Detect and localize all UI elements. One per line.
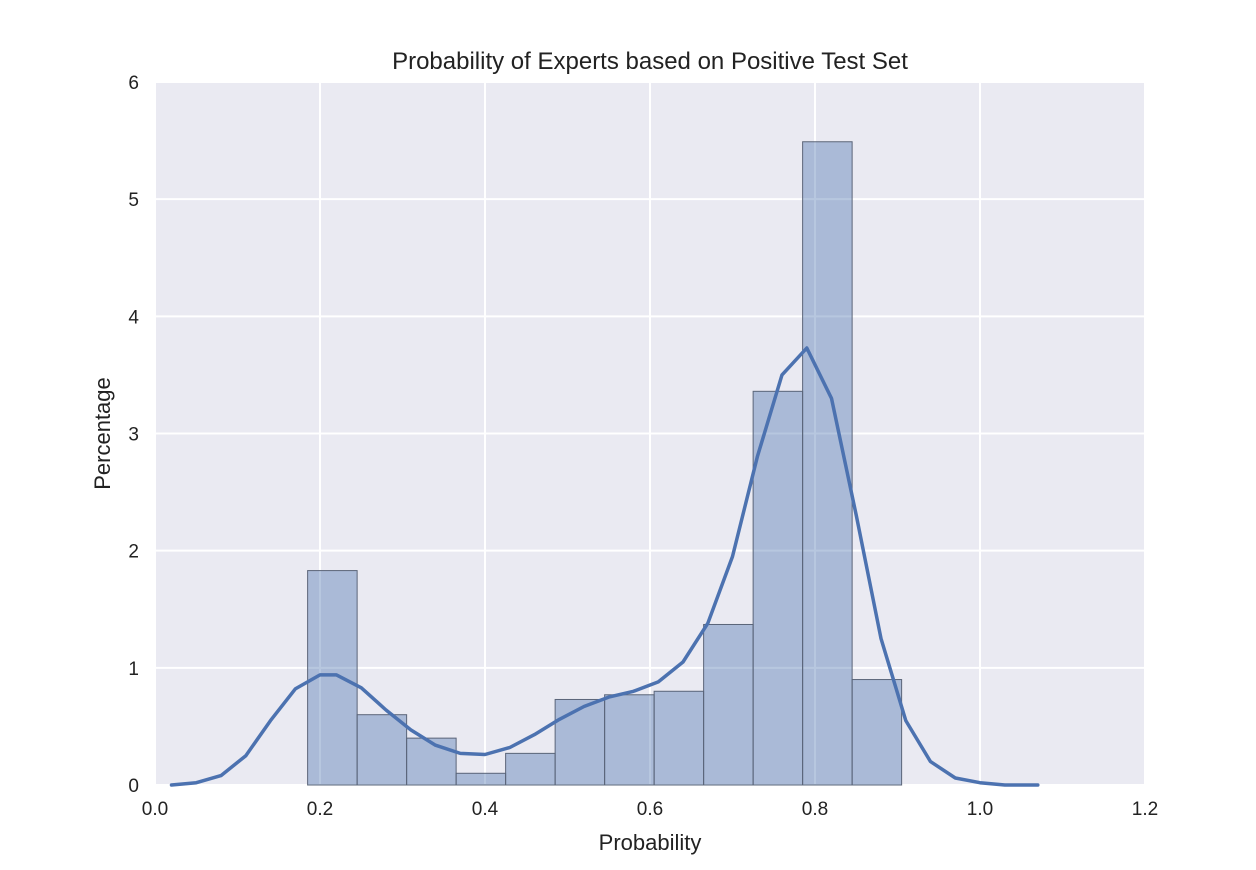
y-tick-label: 2 bbox=[128, 542, 139, 563]
histogram-bar bbox=[356, 714, 408, 786]
histogram-bar bbox=[752, 390, 804, 786]
x-tick-label: 0.2 bbox=[307, 799, 333, 820]
y-tick-label: 3 bbox=[128, 425, 139, 446]
histogram-bar bbox=[455, 772, 507, 786]
chart-title: Probability of Experts based on Positive… bbox=[392, 48, 908, 75]
kde-curve bbox=[169, 346, 1040, 787]
y-tick-label: 6 bbox=[128, 73, 139, 94]
x-tick-label: 0.4 bbox=[472, 799, 499, 820]
x-tick-label: 1.0 bbox=[967, 799, 993, 820]
x-axis-label: Probability bbox=[599, 830, 702, 855]
y-tick-label: 4 bbox=[128, 307, 139, 328]
y-tick-label: 0 bbox=[128, 776, 139, 797]
y-axis-label: Percentage bbox=[90, 377, 115, 490]
y-tick-labels: 0 1 2 3 4 5 6 bbox=[128, 73, 139, 797]
y-tick-label: 1 bbox=[128, 659, 139, 680]
histogram-bar bbox=[554, 698, 606, 786]
x-tick-label: 1.2 bbox=[1132, 799, 1158, 820]
histogram-bar bbox=[505, 752, 556, 786]
x-tick-label: 0.8 bbox=[802, 799, 828, 820]
x-tick-labels: 0.0 0.2 0.4 0.6 0.8 1.0 1.2 bbox=[142, 799, 1158, 820]
y-tick-label: 5 bbox=[128, 190, 139, 211]
x-tick-label: 0.6 bbox=[637, 799, 663, 820]
histogram-bar bbox=[653, 690, 705, 786]
histogram-bar bbox=[604, 694, 655, 786]
x-tick-label: 0.0 bbox=[142, 799, 168, 820]
histogram-bar bbox=[703, 623, 754, 786]
histogram-bar bbox=[406, 737, 457, 786]
histogram-bar bbox=[851, 679, 903, 786]
